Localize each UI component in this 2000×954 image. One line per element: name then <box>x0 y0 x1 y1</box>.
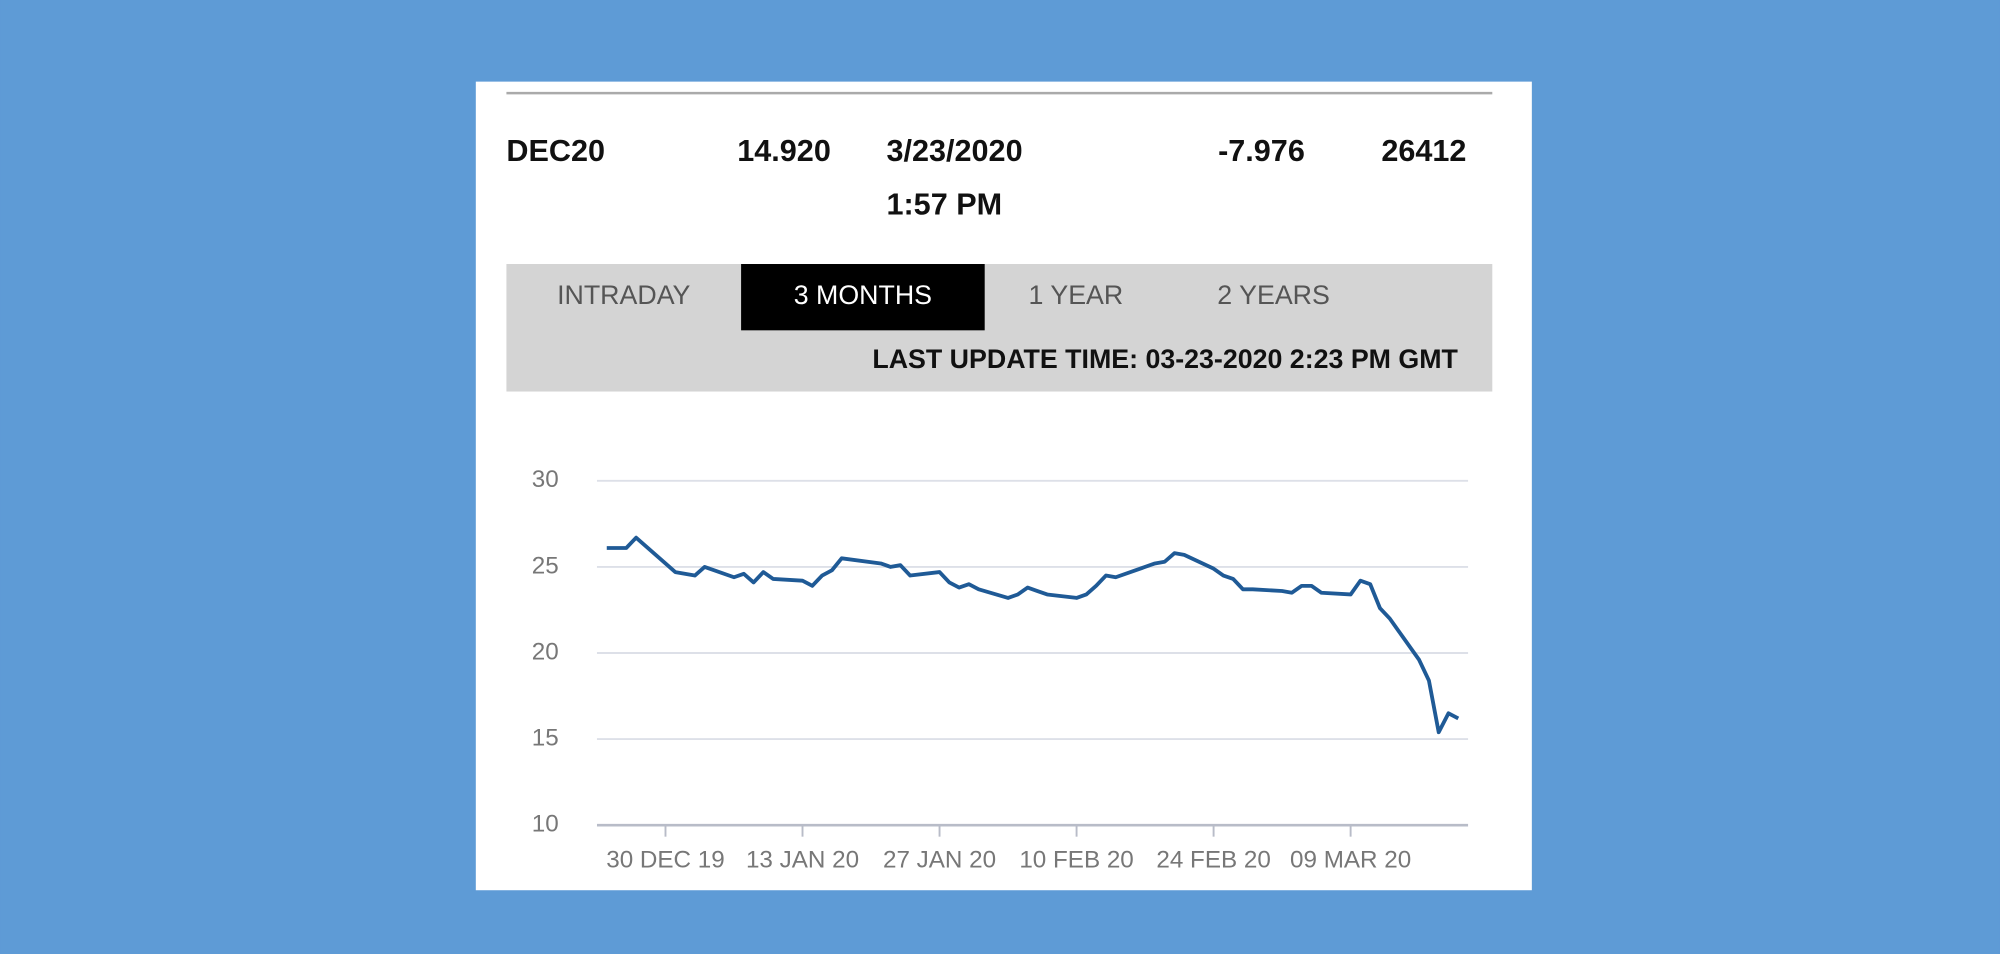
tab[interactable]: 1 YEAR <box>1029 280 1124 310</box>
volume: 26412 <box>1381 134 1466 168</box>
x-tick-label: 09 MAR 20 <box>1290 846 1411 873</box>
x-tick-label: 10 FEB 20 <box>1019 846 1133 873</box>
tab[interactable]: 2 YEARS <box>1217 280 1330 310</box>
y-tick-label: 10 <box>532 811 559 838</box>
y-tick-label: 25 <box>532 552 559 579</box>
y-tick-label: 30 <box>532 466 559 493</box>
x-tick-label: 30 DEC 19 <box>606 846 724 873</box>
price-line <box>606 535 1460 735</box>
quote-time: 1:57 PM <box>886 188 1002 222</box>
x-tick-label: 13 JAN 20 <box>746 846 859 873</box>
y-tick-label: 15 <box>532 725 559 752</box>
tab[interactable]: 3 MONTHS <box>794 280 932 310</box>
tab[interactable]: INTRADAY <box>557 280 690 310</box>
contract: DEC20 <box>506 134 605 168</box>
tab-active-bg <box>741 264 985 331</box>
quote-date: 3/23/2020 <box>886 134 1022 168</box>
last-update: LAST UPDATE TIME: 03-23-2020 2:23 PM GMT <box>872 344 1458 374</box>
card <box>475 81 1532 891</box>
y-tick-label: 20 <box>532 638 559 665</box>
tab-bar <box>506 264 1493 392</box>
x-tick-label: 27 JAN 20 <box>883 846 996 873</box>
change: -7.976 <box>1218 134 1305 168</box>
x-tick-label: 24 FEB 20 <box>1156 846 1270 873</box>
last-price: 14.920 <box>737 134 831 168</box>
